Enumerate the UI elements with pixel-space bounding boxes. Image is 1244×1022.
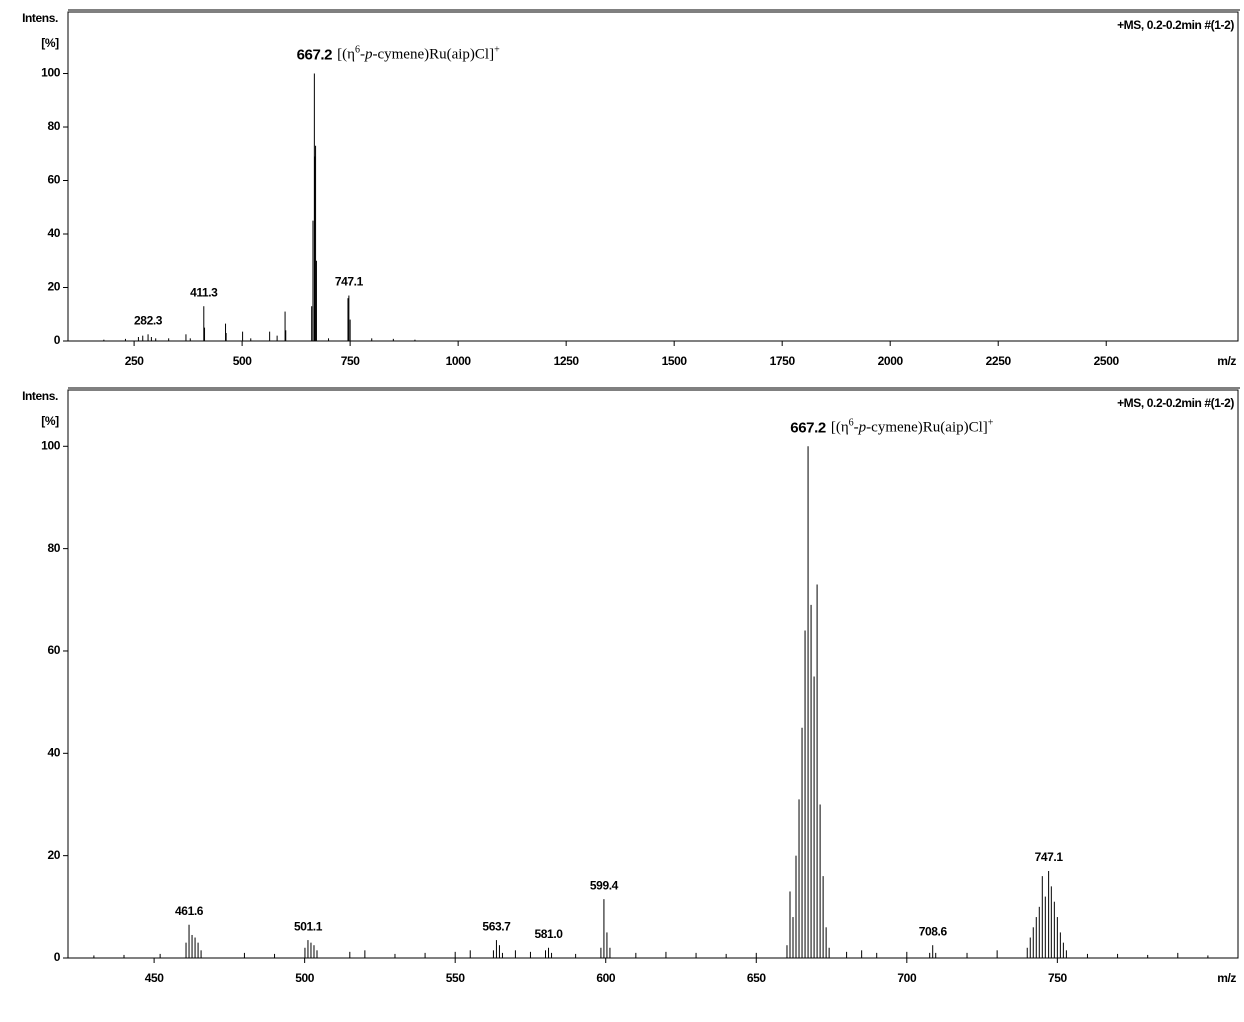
x-tick-label: 750: [1048, 971, 1068, 985]
main-peak-mz: 667.2: [297, 46, 333, 63]
y-tick-label: 80: [47, 541, 60, 555]
y-tick-label: 0: [54, 950, 61, 964]
spectrum-info: +MS, 0.2-0.2min #(1-2): [1117, 18, 1234, 32]
x-tick-label: 2000: [878, 354, 904, 368]
main-peak-label: 667.2 [(η6-p-cymene)Ru(aip)Cl]+: [790, 417, 994, 436]
formula-part: -cymene)Ru(aip)Cl]: [372, 47, 494, 63]
x-tick-label: 1000: [446, 354, 472, 368]
x-tick-label: 2500: [1094, 354, 1120, 368]
peak-label: 461.6: [175, 904, 204, 918]
formula-part: +: [988, 417, 994, 428]
y-tick-label: 0: [54, 333, 61, 347]
formula-part: +: [494, 44, 500, 55]
x-tick-label: 750: [341, 354, 361, 368]
y-tick-label: 100: [41, 438, 61, 452]
formula-part: 6: [849, 417, 854, 428]
peak-label: 747.1: [1035, 850, 1064, 864]
formula-part: [(η: [337, 47, 355, 63]
x-tick-label: 250: [125, 354, 145, 368]
peak-label: 708.6: [919, 924, 948, 938]
peak-label: 501.1: [294, 919, 323, 933]
x-tick-label: 700: [897, 971, 917, 985]
y-tick-label: 100: [41, 66, 61, 80]
x-axis-label: m/z: [1217, 354, 1236, 368]
x-tick-label: 550: [446, 971, 466, 985]
x-tick-label: 450: [145, 971, 165, 985]
x-axis-label: m/z: [1217, 971, 1236, 985]
x-tick-label: 500: [233, 354, 253, 368]
y-tick-label: 40: [47, 226, 60, 240]
y-tick-label: 20: [47, 848, 60, 862]
formula-part: -cymene)Ru(aip)Cl]: [866, 420, 988, 436]
x-tick-label: 500: [295, 971, 315, 985]
x-tick-label: 1500: [662, 354, 688, 368]
y-tick-label: 40: [47, 745, 60, 759]
y-tick-label: 60: [47, 173, 60, 187]
y-axis-unit: [%]: [41, 36, 59, 50]
peak-label: 581.0: [535, 927, 564, 941]
x-tick-label: 1250: [554, 354, 580, 368]
formula-part: -: [854, 420, 859, 436]
y-axis-label: Intens.: [22, 11, 58, 25]
y-tick-label: 20: [47, 280, 60, 294]
x-tick-label: 1750: [770, 354, 796, 368]
formula-part: p: [364, 47, 373, 63]
y-axis-label: Intens.: [22, 389, 58, 403]
y-tick-label: 60: [47, 643, 60, 657]
peak-label: 411.3: [190, 285, 218, 299]
x-tick-label: 650: [747, 971, 767, 985]
y-axis-unit: [%]: [41, 414, 59, 428]
peak-label: 599.4: [590, 878, 619, 892]
spectrum-info: +MS, 0.2-0.2min #(1-2): [1117, 396, 1234, 410]
x-tick-label: 600: [596, 971, 616, 985]
x-tick-label: 2250: [986, 354, 1012, 368]
plot-frame: [67, 389, 1239, 959]
formula-part: p: [858, 420, 867, 436]
peak-label: 747.1: [335, 275, 364, 289]
chart: Intens. [%] m/z +MS, 0.2-0.2min #(1-2) 0 20 40…: [22, 9, 1240, 368]
chart: Intens. [%] m/z +MS, 0.2-0.2min #(1-2) 0 20 40…: [22, 387, 1240, 985]
peak-label: 282.3: [134, 313, 163, 327]
plot-frame: [67, 11, 1239, 342]
y-tick-label: 80: [47, 119, 60, 133]
main-peak-label: 667.2 [(η6-p-cymene)Ru(aip)Cl]+: [297, 44, 501, 63]
peak-label: 563.7: [482, 919, 511, 933]
formula-part: -: [360, 47, 365, 63]
formula-part: [(η: [831, 420, 849, 436]
formula-part: 6: [355, 44, 360, 55]
main-peak-mz: 667.2: [790, 419, 826, 436]
